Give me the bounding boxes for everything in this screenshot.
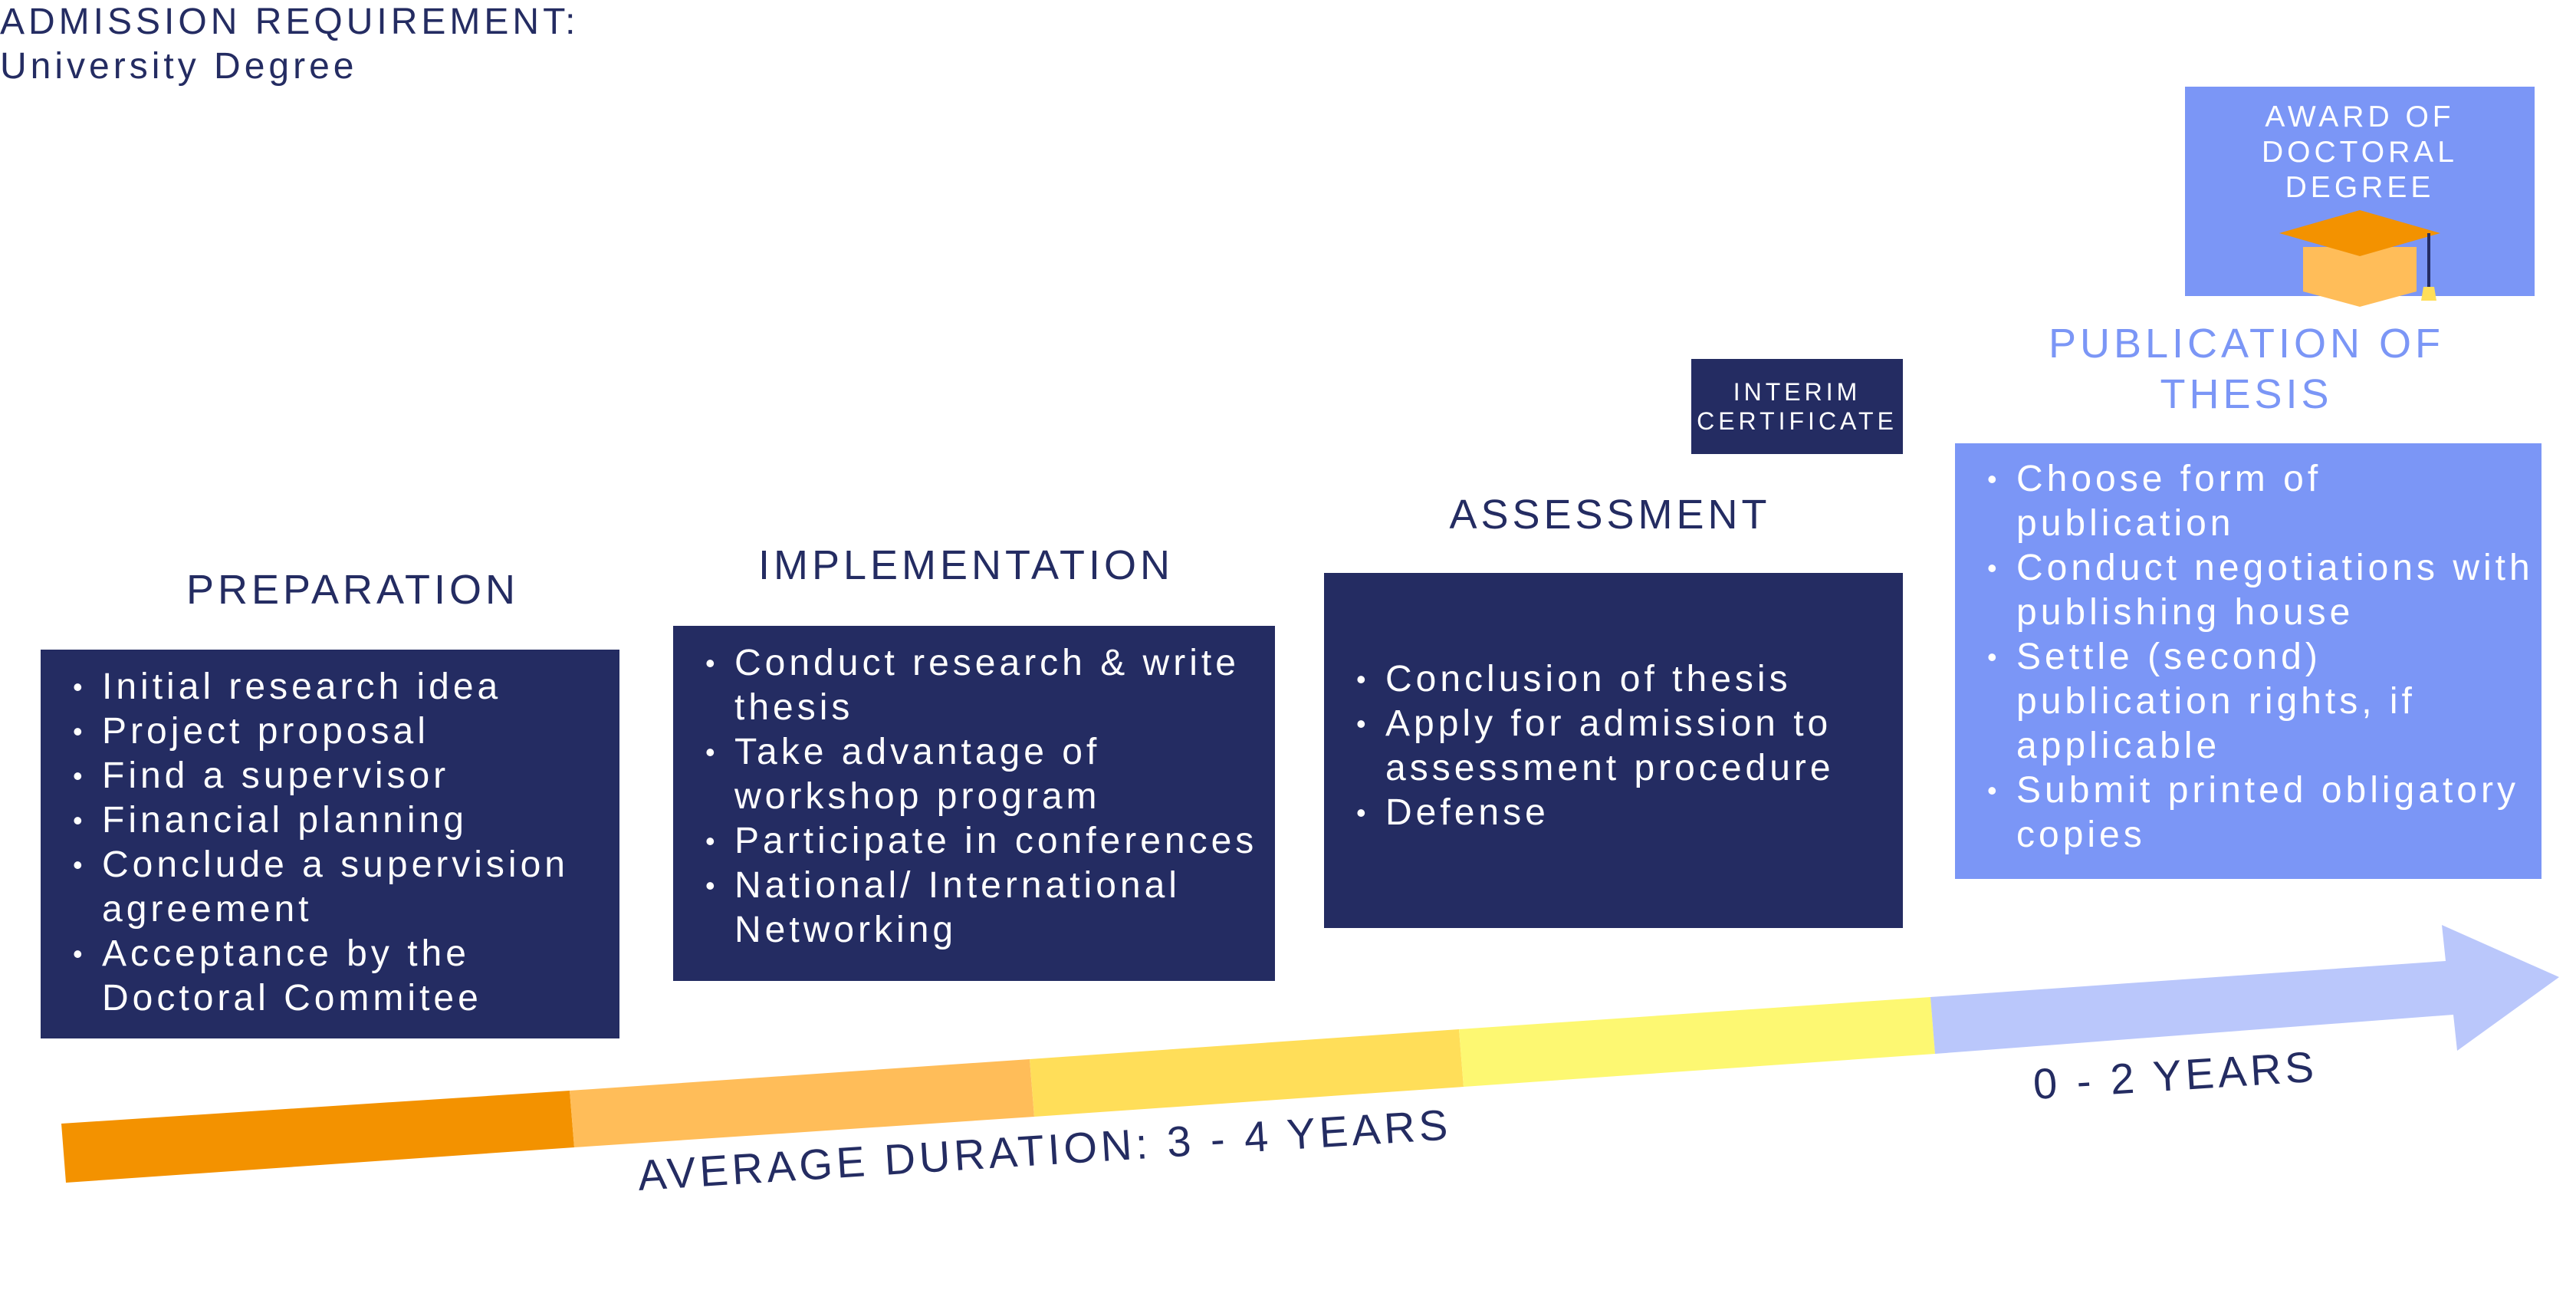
publication-list: Choose form of publication Conduct negot… <box>1955 457 2542 857</box>
list-item: Acceptance by the Doctoral Commitee <box>41 932 619 1021</box>
admission-value: University Degree <box>0 46 358 87</box>
list-item: Conclude a supervision agreement <box>41 843 619 932</box>
list-item: Initial research idea <box>41 665 619 709</box>
preparation-box: Initial research idea Project proposal F… <box>41 650 619 1038</box>
assessment-list: Conclusion of thesis Apply for admission… <box>1324 657 1903 835</box>
list-item: Project proposal <box>41 709 619 754</box>
list-item: Participate in conferences <box>673 819 1275 864</box>
list-item: Apply for admission to assessment proced… <box>1324 702 1903 791</box>
publication-box: Choose form of publication Conduct negot… <box>1955 443 2542 879</box>
list-item: National/ International Networking <box>673 864 1275 953</box>
award-line-2: DOCTORAL DEGREE <box>2262 136 2458 204</box>
list-item: Conduct research & write thesis <box>673 641 1275 730</box>
assessment-box: Conclusion of thesis Apply for admission… <box>1324 573 1903 928</box>
list-item: Find a supervisor <box>41 754 619 798</box>
interim-line-1: INTERIM <box>1733 378 1861 406</box>
implementation-title: IMPLEMENTATION <box>757 542 1175 588</box>
list-item: Settle (second) publication rights, if a… <box>1955 635 2542 768</box>
list-item: Choose form of publication <box>1955 457 2542 546</box>
award-line-1: AWARD OF <box>2265 100 2455 133</box>
list-item: Defense <box>1324 791 1903 835</box>
implementation-list: Conduct research & write thesis Take adv… <box>673 641 1275 953</box>
list-item: Submit printed obligatory copies <box>1955 768 2542 857</box>
preparation-list: Initial research idea Project proposal F… <box>41 665 619 1021</box>
list-item: Conclusion of thesis <box>1324 657 1903 702</box>
timeline-segment-preparation <box>61 1091 574 1183</box>
timeline-segment-assessment-end <box>1459 997 1935 1087</box>
list-item: Financial planning <box>41 798 619 843</box>
publication-title: PUBLICATION OF THESIS <box>2048 321 2445 417</box>
implementation-box: Conduct research & write thesis Take adv… <box>673 626 1275 981</box>
average-duration-label: AVERAGE DURATION: 3 - 4 YEARS <box>636 1100 1453 1200</box>
list-item: Take advantage of workshop program <box>673 730 1275 819</box>
list-item: Conduct negotiations with publishing hou… <box>1955 546 2542 635</box>
interim-certificate-box: INTERIM CERTIFICATE <box>1691 359 1903 454</box>
publication-duration-label: 0 - 2 YEARS <box>2032 1042 2319 1108</box>
timeline-segment-publication <box>1930 925 2559 1054</box>
assessment-title: ASSESSMENT <box>1449 492 1771 538</box>
interim-line-2: CERTIFICATE <box>1697 407 1898 435</box>
graduation-cap-icon <box>2279 210 2440 307</box>
preparation-title: PREPARATION <box>186 567 520 613</box>
admission-label: ADMISSION REQUIREMENT: <box>0 2 580 42</box>
award-box: AWARD OF DOCTORAL DEGREE <box>2185 87 2535 307</box>
admission-requirement: ADMISSION REQUIREMENT: University Degree <box>0 0 2576 89</box>
